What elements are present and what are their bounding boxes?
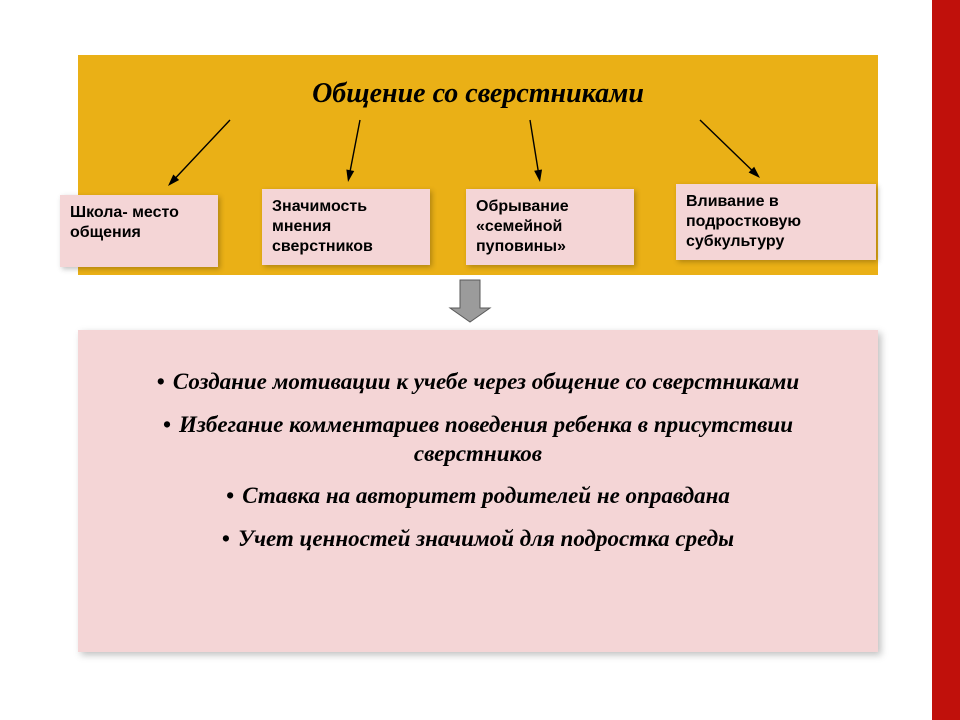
branch-label: Школа- место общения	[70, 204, 179, 241]
accent-bar	[932, 0, 960, 720]
branch-box-0: Школа- место общения	[60, 195, 218, 267]
branch-box-1: Значимость мнения сверстников	[262, 189, 430, 265]
body-box: Создание мотивации к учебе через общение…	[78, 330, 878, 652]
body-item-0: Создание мотивации к учебе через общение…	[118, 368, 838, 397]
branch-box-3: Вливание в подростковую субкультуру	[676, 184, 876, 260]
body-item-3: Учет ценностей значимой для подростка ср…	[118, 525, 838, 554]
slide-canvas: Общение со сверстниками Школа- место общ…	[0, 0, 932, 720]
branch-label: Значимость мнения сверстников	[272, 198, 373, 255]
body-list: Создание мотивации к учебе через общение…	[118, 368, 838, 554]
body-item-1: Избегание комментариев поведения ребенка…	[118, 411, 838, 469]
branch-label: Вливание в подростковую субкультуру	[686, 193, 801, 250]
branch-label: Обрывание «семейной пуповины»	[476, 198, 569, 255]
header-title: Общение со сверстниками	[78, 78, 878, 110]
body-item-2: Ставка на авторитет родителей не оправда…	[118, 482, 838, 511]
branch-box-2: Обрывание «семейной пуповины»	[466, 189, 634, 265]
